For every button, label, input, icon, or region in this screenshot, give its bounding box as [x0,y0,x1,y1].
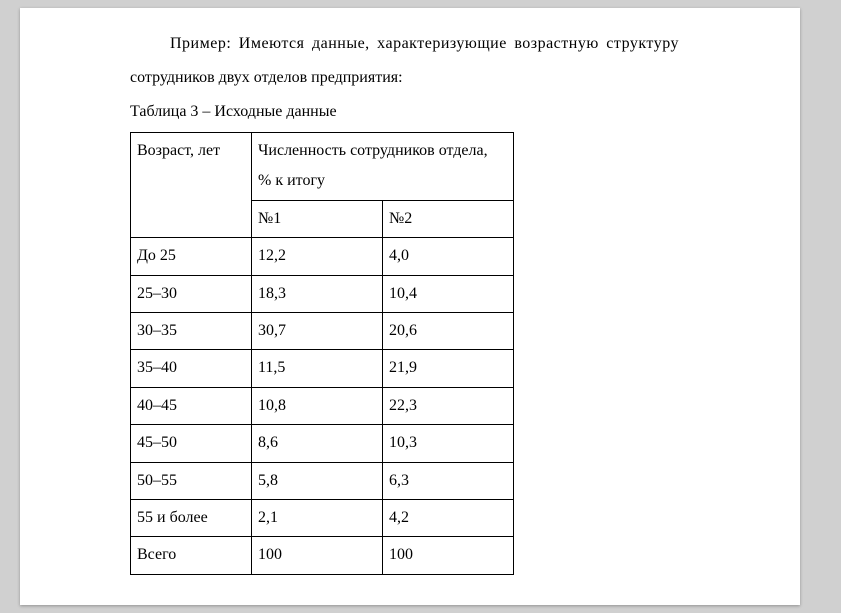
header-dept1: №1 [252,200,383,237]
cell-d2: 4,2 [383,499,514,536]
header-age: Возраст, лет [131,133,252,238]
table-row: 35–40 11,5 21,9 [131,350,514,387]
cell-d2: 10,4 [383,275,514,312]
cell-d1: 18,3 [252,275,383,312]
cell-d1: 30,7 [252,312,383,349]
table-row: До 25 12,2 4,0 [131,238,514,275]
page: Пример: Имеются данные, характеризующие … [20,8,800,605]
cell-d1: 2,1 [252,499,383,536]
cell-age: 35–40 [131,350,252,387]
cell-d1: 100 [252,537,383,574]
table-row: 30–35 30,7 20,6 [131,312,514,349]
table-row: 55 и более 2,1 4,2 [131,499,514,536]
cell-age: 40–45 [131,387,252,424]
cell-d1: 11,5 [252,350,383,387]
table-header-row-1: Возраст, лет Численность сотрудников отд… [131,133,514,201]
cell-d2: 22,3 [383,387,514,424]
header-dept2: №2 [383,200,514,237]
cell-d2: 100 [383,537,514,574]
cell-d1: 5,8 [252,462,383,499]
header-employees: Численность сотрудников отдела, % к итог… [252,133,514,201]
header-employees-line2: % к итогу [258,172,325,189]
table-row: Всего 100 100 [131,537,514,574]
table-caption: Таблица 3 – Исходные данные [130,96,740,128]
cell-d1: 12,2 [252,238,383,275]
cell-d1: 10,8 [252,387,383,424]
header-employees-line1: Численность сотрудников отдела, [258,142,488,159]
cell-d2: 4,0 [383,238,514,275]
data-table: Возраст, лет Численность сотрудников отд… [130,132,514,575]
cell-age: 55 и более [131,499,252,536]
cell-d2: 6,3 [383,462,514,499]
table-row: 50–55 5,8 6,3 [131,462,514,499]
cell-age: 50–55 [131,462,252,499]
cell-age: 25–30 [131,275,252,312]
cell-d2: 21,9 [383,350,514,387]
cell-d2: 10,3 [383,425,514,462]
cell-age: 30–35 [131,312,252,349]
cell-d1: 8,6 [252,425,383,462]
table-row: 45–50 8,6 10,3 [131,425,514,462]
cell-age: 45–50 [131,425,252,462]
intro-paragraph-line2: сотрудников двух отделов предприятия: [130,62,740,94]
table-row: 40–45 10,8 22,3 [131,387,514,424]
cell-age: До 25 [131,238,252,275]
table-row: 25–30 18,3 10,4 [131,275,514,312]
intro-paragraph-line1: Пример: Имеются данные, характеризующие … [130,28,740,60]
cell-d2: 20,6 [383,312,514,349]
cell-age: Всего [131,537,252,574]
